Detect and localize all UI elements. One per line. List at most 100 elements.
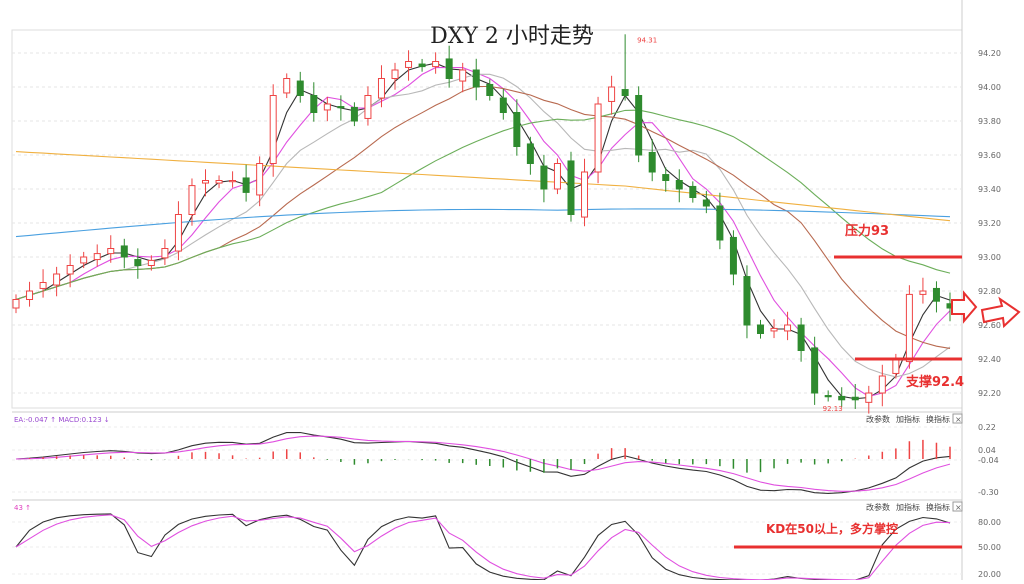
candle-down — [689, 185, 697, 198]
candle-up — [770, 327, 778, 332]
candle-up — [364, 95, 372, 119]
candle-down — [743, 276, 751, 326]
direction-arrow-icon — [980, 296, 1021, 329]
candle-up — [581, 171, 589, 218]
candle-down — [648, 151, 656, 173]
macd-header: EA:-0.047 ↑ MACD:0.123 ↓ — [14, 416, 110, 424]
ma-short-black-line — [15, 62, 951, 400]
candle-up — [432, 61, 440, 68]
candle-up — [594, 103, 602, 173]
close-icon: × — [955, 415, 962, 424]
candle-down — [621, 89, 629, 97]
candle-up — [608, 86, 616, 102]
candle-up — [93, 253, 101, 261]
main-y-tick-label: 93.00 — [978, 253, 1001, 262]
candle-down — [838, 395, 846, 401]
resistance-label: 压力93 — [845, 223, 889, 239]
candle-down — [702, 199, 710, 207]
candle-up — [784, 324, 792, 332]
close-icon: × — [955, 503, 962, 512]
main-y-tick-label: 94.00 — [978, 83, 1001, 92]
candle-up — [459, 69, 467, 82]
candle-up — [919, 290, 927, 295]
candle-up — [229, 180, 237, 183]
candle-up — [323, 103, 331, 111]
candle-down — [824, 395, 832, 398]
ma-green-line — [15, 109, 951, 301]
candle-down — [567, 160, 575, 215]
macd-close-button — [952, 413, 963, 424]
candle-down — [472, 69, 480, 88]
candle-down — [662, 174, 670, 182]
candle-down — [310, 95, 318, 113]
candle-up — [202, 180, 210, 184]
candle-down — [811, 347, 819, 394]
candle-up — [12, 299, 20, 309]
candle-down — [851, 396, 859, 401]
macd-panel-button: 换指标 — [926, 414, 950, 424]
macd-y-tick-label: 0.22 — [978, 423, 996, 432]
candle-up — [553, 163, 561, 190]
main-y-tick-label: 94.20 — [978, 49, 1001, 58]
main-y-tick-label: 92.80 — [978, 287, 1001, 296]
ma-magenta-line — [15, 67, 951, 397]
candle-down — [513, 112, 521, 147]
candle-up — [215, 180, 223, 184]
candle-up — [107, 248, 115, 255]
candle-down — [486, 83, 494, 96]
candle-down — [526, 143, 534, 164]
candle-up — [39, 282, 47, 289]
macd-panel-button: 改参数 — [866, 414, 890, 424]
ma-long-blue-line — [15, 208, 951, 238]
kd-d-line — [15, 514, 951, 581]
main-y-tick-label: 92.20 — [978, 389, 1001, 398]
candle-down — [134, 259, 142, 266]
candle-up — [256, 163, 264, 196]
main-y-tick-label: 93.20 — [978, 219, 1001, 228]
kd-header: 43 ↑ — [14, 504, 31, 512]
direction-arrow-icon — [951, 290, 978, 324]
candle-down — [418, 63, 426, 68]
candle-up — [269, 95, 277, 164]
main-y-tick-label: 93.80 — [978, 117, 1001, 126]
candle-down — [675, 180, 683, 190]
candle-down — [445, 58, 453, 79]
candle-down — [350, 106, 358, 122]
candle-up — [878, 375, 886, 394]
chart-title: DXY 2 小时走势 — [430, 24, 594, 49]
main-y-tick-label: 92.60 — [978, 321, 1001, 330]
candle-down — [756, 324, 764, 334]
ma-gray-line — [15, 73, 951, 378]
main-y-tick-label: 93.60 — [978, 151, 1001, 160]
candle-down — [540, 165, 548, 190]
macd-y-tick-label: -0.30 — [978, 488, 999, 497]
candle-up — [80, 256, 88, 264]
macd-panel-button: 加指标 — [896, 414, 920, 424]
candle-up — [174, 214, 182, 252]
macd-dif-line — [15, 431, 951, 494]
macd-y-tick-label: 0.04 — [978, 446, 996, 455]
kd-y-tick-label: 20.00 — [978, 570, 1001, 579]
kd-panel-button: 加指标 — [896, 502, 920, 512]
main-y-tick-label: 92.40 — [978, 355, 1001, 364]
candle-up — [405, 61, 413, 68]
candle-up — [865, 392, 873, 403]
macd-dea-line — [15, 435, 951, 492]
candle-down — [242, 177, 250, 193]
candle-down — [499, 97, 507, 114]
candle-down — [296, 80, 304, 97]
candle-down — [797, 324, 805, 351]
candle-down — [120, 245, 128, 258]
candle-up — [391, 69, 399, 79]
high-price-label: 94.31 — [637, 36, 657, 44]
kd-y-tick-label: 80.00 — [978, 518, 1001, 527]
candle-down — [932, 287, 940, 302]
candle-up — [161, 248, 169, 259]
candle-up — [377, 78, 385, 99]
kd-panel-button: 改参数 — [866, 502, 890, 512]
candle-up — [66, 265, 74, 275]
support-label: 支撑92.4 — [905, 374, 964, 390]
candle-up — [53, 273, 61, 286]
